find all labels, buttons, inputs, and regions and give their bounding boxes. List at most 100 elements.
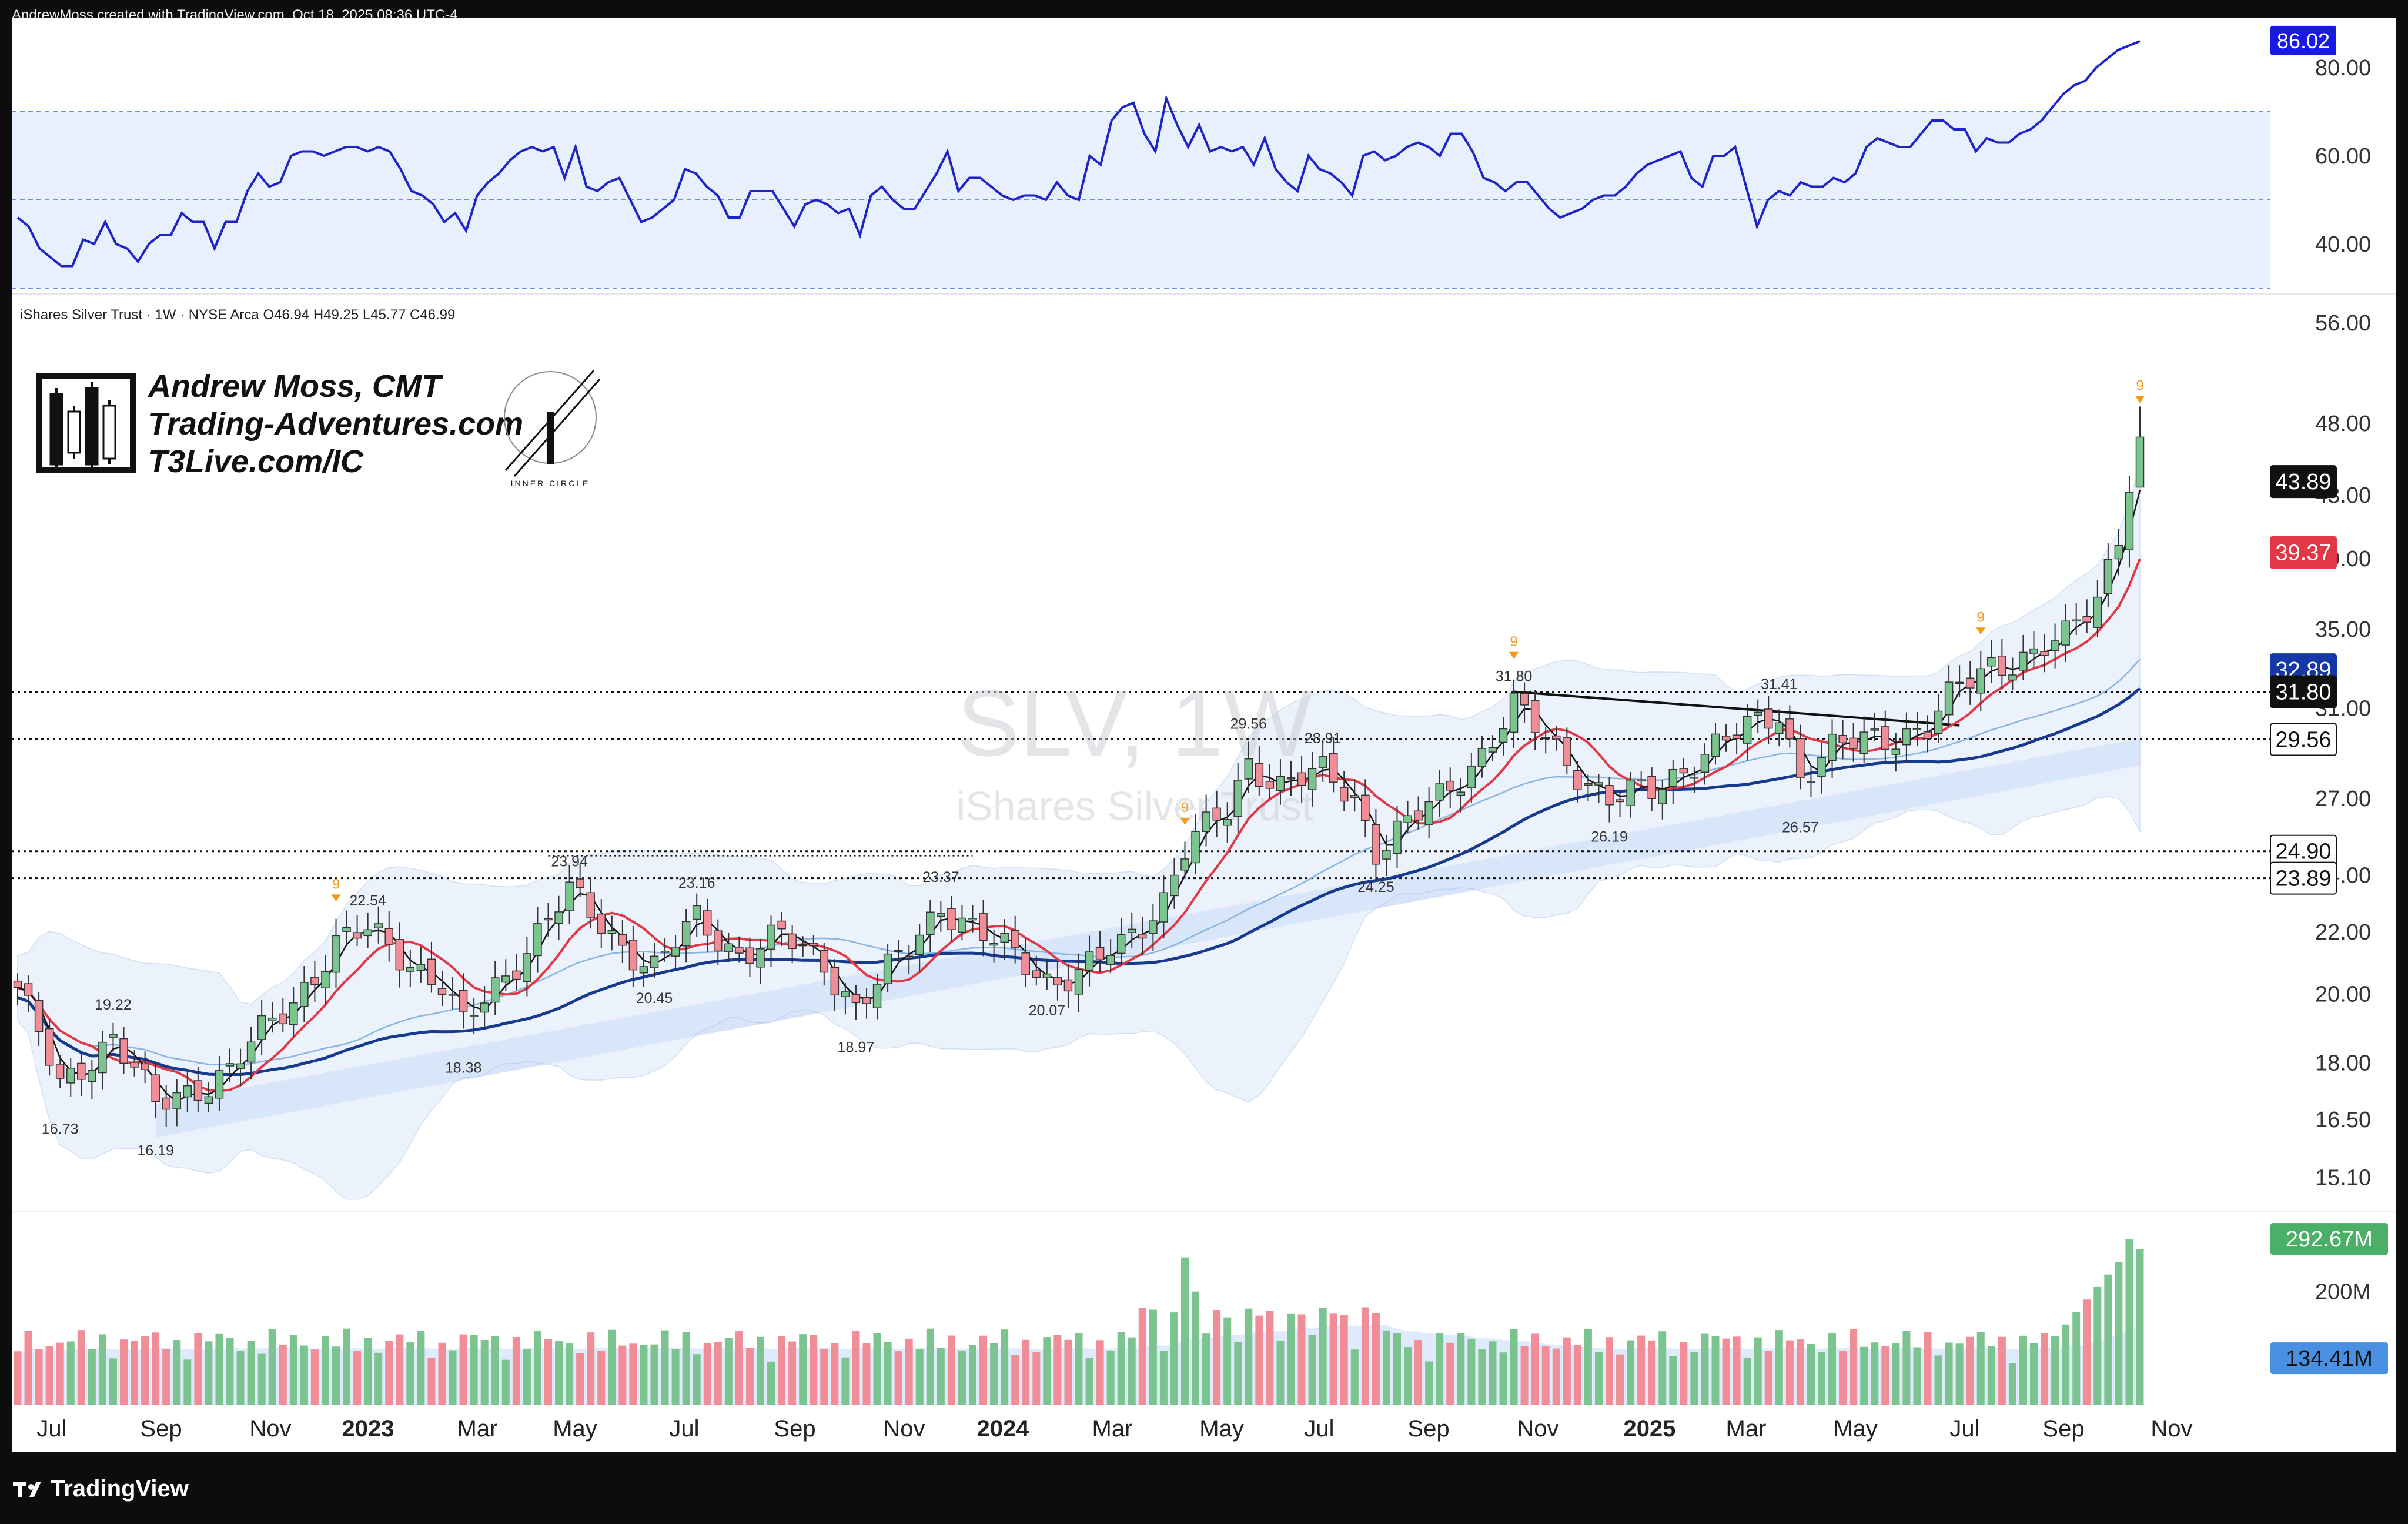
- pivot-label: 22.54: [349, 893, 386, 909]
- candlestick: [1297, 756, 1306, 803]
- candle-body: [1149, 920, 1158, 934]
- candlestick: [650, 943, 659, 978]
- setup-count-label: 9: [2136, 377, 2143, 393]
- volume-bar: [300, 1345, 308, 1405]
- candlestick: [1775, 709, 1784, 747]
- volume-bar: [1637, 1335, 1646, 1405]
- candle-body: [363, 929, 372, 937]
- candle-body: [1721, 736, 1731, 741]
- volume-bar: [374, 1352, 383, 1405]
- pivot-label: 23.37: [922, 869, 959, 885]
- volume-bar: [1276, 1341, 1285, 1405]
- candlestick: [947, 895, 956, 942]
- candlestick: [1764, 696, 1773, 744]
- candlestick: [1499, 717, 1508, 756]
- candlestick: [448, 977, 457, 1010]
- candlestick: [1340, 771, 1349, 811]
- candlestick: [1212, 790, 1221, 838]
- volume-bar: [576, 1353, 584, 1405]
- time-axis-label: Mar: [1726, 1416, 1767, 1442]
- candlestick: [437, 971, 447, 1007]
- pivot-label: 23.16: [678, 875, 715, 891]
- volume-bar: [1319, 1307, 1327, 1405]
- pivot-label: 18.97: [838, 1039, 875, 1055]
- volume-bar: [1690, 1352, 1698, 1405]
- candlestick: [926, 900, 935, 952]
- candlestick: [756, 938, 765, 984]
- candle-body: [1955, 681, 1964, 684]
- volume-bar: [1011, 1355, 1019, 1405]
- candlestick: [1265, 764, 1275, 799]
- volume-bar: [937, 1348, 945, 1405]
- candle-body: [1202, 811, 1210, 833]
- candle-body: [1616, 799, 1624, 803]
- bollinger-band: [17, 464, 2141, 1200]
- candles-logo-icon: [67, 410, 81, 454]
- candlestick: [512, 954, 521, 991]
- time-axis-label: Jul: [669, 1416, 699, 1442]
- candlestick: [416, 947, 426, 983]
- candle-body: [1605, 785, 1614, 806]
- volume-bar: [1117, 1332, 1125, 1405]
- volume-bar: [1510, 1329, 1518, 1405]
- volume-bar: [2019, 1335, 2027, 1405]
- candle-body: [459, 990, 468, 1012]
- volume-bar: [597, 1350, 606, 1405]
- candlestick: [597, 899, 606, 948]
- time-axis-label: Sep: [774, 1416, 815, 1442]
- volume-bar: [979, 1335, 988, 1405]
- volume-bar: [2041, 1333, 2049, 1405]
- volume-bar: [1446, 1342, 1454, 1405]
- candlestick: [1668, 760, 1678, 804]
- candle-body: [1732, 734, 1741, 740]
- candle-body: [703, 910, 712, 936]
- candle-body: [1563, 737, 1571, 766]
- volume-bar: [1541, 1346, 1550, 1405]
- candle-body: [1870, 728, 1879, 731]
- rsi-axis-tick: 40.00: [2315, 232, 2371, 257]
- candles-logo-icon: [85, 387, 99, 466]
- tradingview-logo[interactable]: TradingView: [13, 1476, 189, 1502]
- volume-bar: [1361, 1307, 1369, 1405]
- candlestick: [1074, 953, 1083, 1012]
- candlestick: [1965, 661, 1975, 705]
- volume-bar: [279, 1344, 287, 1405]
- candlestick: [310, 960, 319, 1002]
- candle-body: [141, 1063, 149, 1071]
- candle-body: [1233, 780, 1242, 817]
- candle-body: [1753, 711, 1762, 716]
- candle-body: [1042, 973, 1052, 978]
- time-axis-label: Jul: [1949, 1416, 1979, 1442]
- candlestick: [24, 975, 33, 1012]
- volume-bar: [693, 1354, 701, 1405]
- setup-marker-icon: [331, 894, 341, 902]
- candle-body: [1212, 807, 1221, 821]
- volume-bar: [109, 1358, 117, 1405]
- candle-body: [533, 923, 542, 957]
- volume-bar: [364, 1338, 372, 1405]
- candlestick: [321, 955, 330, 1006]
- volume-bar: [2083, 1299, 2091, 1405]
- candlestick: [1796, 724, 1805, 790]
- candlestick: [172, 1079, 181, 1127]
- candle-body: [109, 1034, 118, 1038]
- candle-body: [1743, 716, 1752, 744]
- volume-bar: [608, 1329, 616, 1405]
- candle-body: [1785, 718, 1794, 740]
- volume-bar: [183, 1359, 192, 1405]
- candlestick: [1000, 919, 1009, 960]
- volume-bar: [417, 1331, 425, 1405]
- price-badge: [2270, 536, 2337, 569]
- volume-bar: [1976, 1332, 1985, 1405]
- volume-bar: [162, 1348, 170, 1405]
- candlestick: [1976, 651, 1985, 711]
- candle-body: [1382, 850, 1391, 860]
- candle-body: [416, 964, 426, 971]
- candlestick: [1626, 771, 1635, 818]
- volume-bar: [1711, 1336, 1720, 1405]
- pivot-label: 16.19: [137, 1142, 174, 1159]
- volume-axis-tick: 200M: [2315, 1280, 2371, 1305]
- candle-body: [246, 1041, 256, 1063]
- candlestick: [236, 1048, 245, 1087]
